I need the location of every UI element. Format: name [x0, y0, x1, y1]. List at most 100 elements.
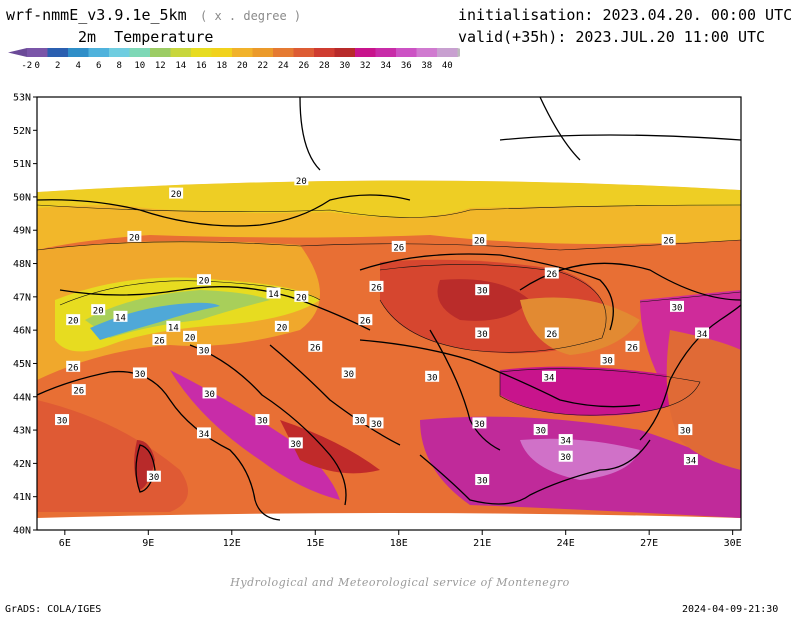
svg-text:20: 20 — [276, 323, 287, 333]
svg-text:20: 20 — [199, 277, 210, 287]
svg-text:26: 26 — [371, 283, 382, 293]
svg-text:30: 30 — [371, 420, 382, 430]
contour-label: 26 — [71, 384, 86, 397]
contour-label: 30 — [55, 414, 70, 427]
border-north — [299, 97, 741, 171]
lon-tick-label: 24E — [557, 538, 575, 549]
lat-tick-label: 40N — [13, 526, 31, 537]
contour-label: 30 — [352, 414, 367, 427]
contour-label: 30 — [678, 424, 693, 437]
contour-label: 26 — [152, 334, 167, 347]
contour-label: 20 — [66, 314, 81, 327]
colorbar-segment — [437, 48, 458, 57]
colorbar-segment — [273, 48, 294, 57]
contour-label: 26 — [661, 234, 676, 247]
svg-text:34: 34 — [199, 430, 210, 440]
footer-source: GrADS: COLA/IGES — [5, 604, 102, 615]
svg-text:30: 30 — [477, 330, 488, 340]
colorbar-segment — [47, 48, 69, 57]
contour-label: 30 — [558, 450, 573, 463]
contour-label: 30 — [202, 387, 217, 400]
colorbar-tick-label: 22 — [257, 61, 268, 71]
contour-label: 30 — [475, 284, 490, 297]
coast-black-sea — [639, 304, 741, 441]
svg-text:30: 30 — [199, 347, 210, 357]
svg-text:30: 30 — [474, 420, 485, 430]
lon-tick-label: 21E — [473, 538, 491, 549]
contour-label: 30 — [341, 367, 356, 380]
coast-italy-west — [37, 370, 281, 521]
svg-text:30: 30 — [148, 473, 159, 483]
contour-label: 34 — [683, 454, 698, 467]
contour-label: 14 — [113, 310, 128, 323]
svg-text:26: 26 — [154, 337, 165, 347]
svg-text:26: 26 — [360, 317, 371, 327]
svg-text:34: 34 — [685, 457, 696, 467]
field-adriatic-dark — [280, 420, 380, 474]
map-frame — [36, 96, 742, 531]
lat-tick-label: 46N — [13, 326, 31, 337]
contour-label: 30 — [196, 344, 211, 357]
contour-label: 34 — [558, 434, 573, 447]
contour-label: 30 — [425, 370, 440, 383]
lat-tick-label: 47N — [13, 292, 31, 303]
contour-label: 20 — [169, 187, 184, 200]
colorbar-segment — [375, 48, 397, 57]
svg-text:30: 30 — [680, 427, 691, 437]
svg-text:30: 30 — [135, 370, 146, 380]
unit-label: ( x . degree ) — [200, 9, 302, 23]
lat-tick-label: 53N — [13, 93, 31, 104]
colorbar-tick-label: 40 — [442, 61, 453, 71]
border-hungary — [359, 253, 614, 331]
temperature-colorbar: -2 0 2 4 6 8 10 12 14 16 18 20 22 24 26 28 30 32 34 36 38 40 — [8, 48, 460, 71]
contour-label: 26 — [358, 314, 373, 327]
footer-date: 2024-04-09-21:30 — [682, 604, 779, 615]
coast-italy-east — [189, 344, 347, 506]
contour-label: 30 — [472, 417, 487, 430]
colorbar-tick-label: 6 — [96, 61, 101, 71]
contour-label: 30 — [132, 367, 147, 380]
lon-tick-label: 9E — [142, 538, 154, 549]
svg-text:34: 34 — [560, 437, 571, 447]
colorbar-segment — [211, 48, 233, 57]
initialisation-time: initialisation: 2023.04.20. 00:00 UTC — [458, 6, 793, 24]
lat-tick-label: 49N — [13, 226, 31, 237]
colorbar-tick-label: 24 — [278, 61, 289, 71]
svg-text:20: 20 — [296, 293, 307, 303]
model-title: wrf-nmmE_v3.9.1e_5km — [6, 6, 187, 24]
colorbar-segment — [88, 48, 110, 57]
longitude-axis: 6E 9E 12E 15E 18E 21E 24E 27E 30E — [59, 530, 742, 549]
svg-text:26: 26 — [73, 387, 84, 397]
colorbar-tick-label: 38 — [421, 61, 432, 71]
colorbar-segment — [396, 48, 417, 57]
colorbar-tick-label: 16 — [196, 61, 207, 71]
contour-label: 26 — [391, 240, 406, 253]
field-alps-blue — [90, 302, 220, 340]
svg-text:30: 30 — [602, 357, 613, 367]
colorbar-segment — [293, 48, 315, 57]
svg-text:30: 30 — [343, 370, 354, 380]
lon-tick-label: 27E — [640, 538, 658, 549]
colorbar-tick-label: 8 — [117, 61, 122, 71]
svg-text:20: 20 — [93, 307, 104, 317]
svg-text:30: 30 — [354, 417, 365, 427]
svg-text:14: 14 — [115, 313, 126, 323]
colorbar-tick-label: 20 — [237, 61, 248, 71]
contour-label: 30 — [288, 437, 303, 450]
svg-text:26: 26 — [546, 270, 557, 280]
svg-text:20: 20 — [296, 177, 307, 187]
svg-text:26: 26 — [546, 330, 557, 340]
contour-label: 26 — [544, 327, 559, 340]
valid-time: valid(+35h): 2023.JUL.20 11:00 UTC — [458, 28, 766, 46]
colorbar-segment — [334, 48, 356, 57]
contour-label: 20 — [183, 330, 198, 343]
latitude-axis: 53N 52N 51N 50N 49N 48N 47N 46N 45N 44N 43N 42N 41N 4… — [13, 93, 37, 537]
credit-text: Hydrological and Meteorological service … — [230, 576, 570, 589]
svg-text:26: 26 — [663, 237, 674, 247]
colorbar-min-arrow — [8, 48, 27, 57]
lat-tick-label: 52N — [13, 126, 31, 137]
colorbar-segment — [27, 48, 48, 57]
contour-label: 26 — [544, 267, 559, 280]
svg-text:30: 30 — [427, 373, 438, 383]
